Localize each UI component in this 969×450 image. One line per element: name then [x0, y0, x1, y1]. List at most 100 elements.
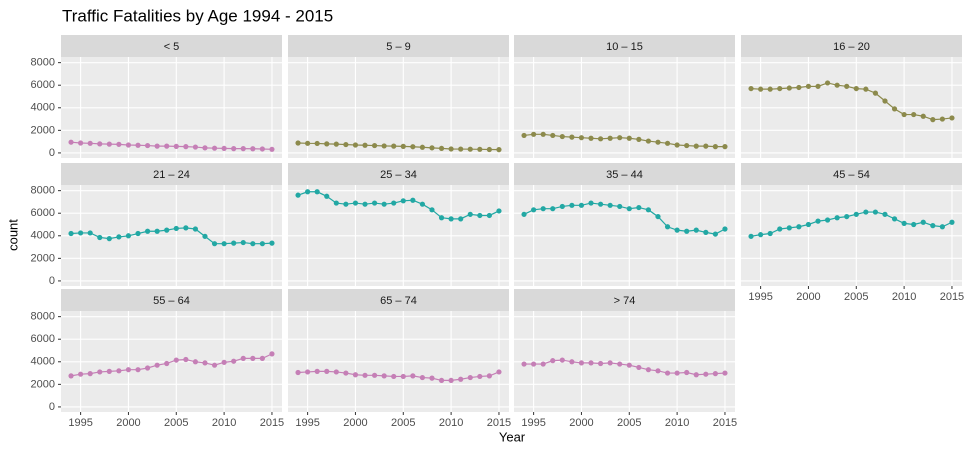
- point: [231, 358, 237, 364]
- point: [540, 206, 546, 212]
- point: [496, 208, 502, 214]
- point: [684, 228, 690, 234]
- point: [97, 234, 103, 241]
- strip: [741, 35, 962, 57]
- point: [68, 230, 74, 237]
- point: [578, 135, 585, 141]
- x-tick-label: 2005: [617, 417, 641, 429]
- point: [805, 221, 812, 228]
- point: [949, 115, 955, 121]
- point: [597, 136, 604, 142]
- point: [211, 362, 218, 368]
- point: [400, 143, 406, 149]
- x-tick-label: 2005: [844, 291, 868, 303]
- point: [674, 142, 680, 148]
- strip: [288, 289, 509, 311]
- point: [333, 369, 339, 375]
- point: [333, 141, 339, 147]
- y-tick-label: 6000: [31, 79, 55, 91]
- point: [116, 368, 122, 374]
- point: [448, 216, 454, 222]
- x-tick-label: 1995: [521, 417, 545, 429]
- x-tick-label: 2010: [665, 417, 689, 429]
- point: [664, 370, 671, 376]
- point: [949, 219, 955, 225]
- point: [891, 106, 898, 112]
- point: [911, 111, 917, 118]
- point: [796, 224, 802, 230]
- point: [324, 368, 330, 374]
- line: [524, 359, 725, 376]
- point: [559, 357, 565, 363]
- y-tick-label: 4000: [31, 230, 55, 242]
- point: [144, 228, 151, 234]
- strip-label: 65 – 74: [380, 295, 417, 307]
- point: [410, 373, 416, 379]
- point: [87, 371, 93, 377]
- point: [930, 117, 936, 123]
- point: [314, 189, 320, 195]
- point: [824, 217, 831, 223]
- point: [712, 231, 718, 237]
- point: [202, 233, 208, 239]
- point: [183, 356, 189, 363]
- point: [815, 218, 821, 224]
- point: [863, 86, 869, 92]
- point: [333, 200, 339, 206]
- point: [78, 371, 84, 377]
- y-tick-label: 6000: [31, 333, 55, 345]
- y-tick-label: 2000: [31, 378, 55, 390]
- point: [295, 140, 301, 146]
- point: [872, 209, 879, 215]
- point: [305, 369, 311, 375]
- point: [531, 361, 537, 367]
- strip: [61, 35, 282, 57]
- strip-label: 55 – 64: [153, 295, 190, 307]
- y-tick-label: 2000: [31, 124, 55, 136]
- point: [343, 201, 349, 207]
- point: [250, 241, 256, 247]
- point: [87, 140, 93, 146]
- point: [674, 370, 680, 376]
- point: [97, 141, 103, 147]
- point: [116, 234, 122, 240]
- point: [381, 373, 387, 379]
- point: [844, 213, 850, 220]
- point: [531, 207, 537, 213]
- point: [362, 142, 368, 148]
- point: [607, 202, 613, 208]
- point: [550, 132, 556, 139]
- strip-label: 16 – 20: [833, 41, 870, 53]
- point: [569, 359, 575, 365]
- point: [824, 80, 831, 86]
- point: [636, 364, 642, 371]
- point: [674, 227, 680, 233]
- point: [477, 212, 483, 219]
- point: [486, 146, 492, 153]
- point: [78, 230, 84, 236]
- point: [920, 219, 926, 225]
- point: [777, 226, 783, 232]
- point: [419, 374, 426, 381]
- point: [703, 371, 709, 377]
- point: [116, 141, 122, 147]
- point: [777, 85, 783, 92]
- point: [521, 211, 527, 217]
- x-axis-title: Year: [499, 429, 526, 444]
- strip: [514, 35, 735, 57]
- point: [467, 374, 473, 381]
- point: [496, 147, 502, 153]
- point: [911, 221, 917, 228]
- point: [693, 227, 699, 233]
- point: [240, 239, 246, 246]
- strip-label: 21 – 24: [153, 169, 190, 181]
- point: [891, 216, 898, 222]
- point: [664, 140, 671, 146]
- x-tick-label: 2015: [713, 417, 737, 429]
- point: [240, 146, 246, 152]
- point: [617, 361, 623, 367]
- y-tick-label: 2000: [31, 252, 55, 264]
- point: [477, 146, 483, 152]
- point: [588, 360, 594, 366]
- point: [486, 373, 492, 379]
